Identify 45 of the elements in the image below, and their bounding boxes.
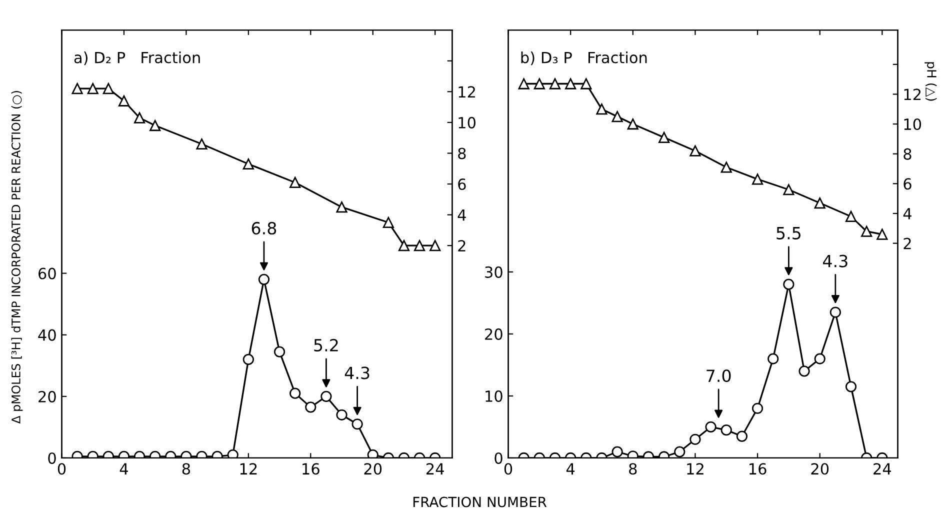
x-tick-label: 0 <box>504 463 512 475</box>
y2-tick-label: 10 <box>904 118 922 130</box>
annotation: 5.2 <box>314 338 338 352</box>
text: a) D₂ P Fraction <box>74 51 200 66</box>
annotation: 4.3 <box>822 254 848 268</box>
x-tick-label: 12 <box>240 463 257 474</box>
annotation: 5.5 <box>776 227 800 240</box>
y-tick-label: 0 <box>494 452 502 464</box>
y-tick-label: 20 <box>38 390 56 402</box>
y2-tick-label: 6 <box>458 178 466 190</box>
x-tick-label: 20 <box>811 463 829 475</box>
x-tick-label: 8 <box>182 463 190 475</box>
x-tick-label: 16 <box>749 463 766 475</box>
x-axis-title: FRACTION NUMBER <box>413 496 547 508</box>
y-tick-label: 0 <box>48 452 56 464</box>
y2-tick-label: 12 <box>904 88 921 100</box>
y2-axis-title: pH (△) <box>924 62 937 101</box>
x-tick-label: 0 <box>58 463 66 475</box>
y2-tick-label: 8 <box>458 148 466 160</box>
x-tick-label: 8 <box>629 463 637 475</box>
y2-tick-label: 10 <box>458 116 476 128</box>
y-tick-label: 30 <box>485 266 502 278</box>
y-tick-label: 10 <box>486 390 502 402</box>
text: b) D₃ P Fraction <box>521 51 647 66</box>
y-tick-label: 60 <box>38 268 56 280</box>
y2-tick-label: 4 <box>458 209 466 221</box>
y-tick-label: 20 <box>485 328 502 340</box>
y2-tick-label: 6 <box>904 178 912 190</box>
y2-tick-label: 2 <box>458 240 466 252</box>
x-tick-label: 24 <box>874 463 892 474</box>
y-tick-label: 40 <box>38 329 56 341</box>
y2-tick-label: 12 <box>458 86 475 98</box>
x-tick-label: 12 <box>687 463 704 474</box>
y2-tick-label: 4 <box>903 208 912 220</box>
annotation: 7.0 <box>706 369 731 382</box>
y-axis-title: Δ pMOLES [³H] dTMP INCORPORATED PER REACTION (○) <box>11 91 23 424</box>
y2-tick-label: 8 <box>904 148 912 160</box>
x-tick-label: 20 <box>364 463 382 475</box>
x-tick-label: 4 <box>566 463 575 474</box>
x-tick-label: 16 <box>302 463 320 475</box>
x-tick-label: 24 <box>426 463 444 474</box>
x-tick-label: 4 <box>120 463 128 474</box>
y2-tick-label: 2 <box>904 238 911 250</box>
annotation: 6.8 <box>252 222 276 235</box>
annotation: 4.3 <box>344 366 370 380</box>
